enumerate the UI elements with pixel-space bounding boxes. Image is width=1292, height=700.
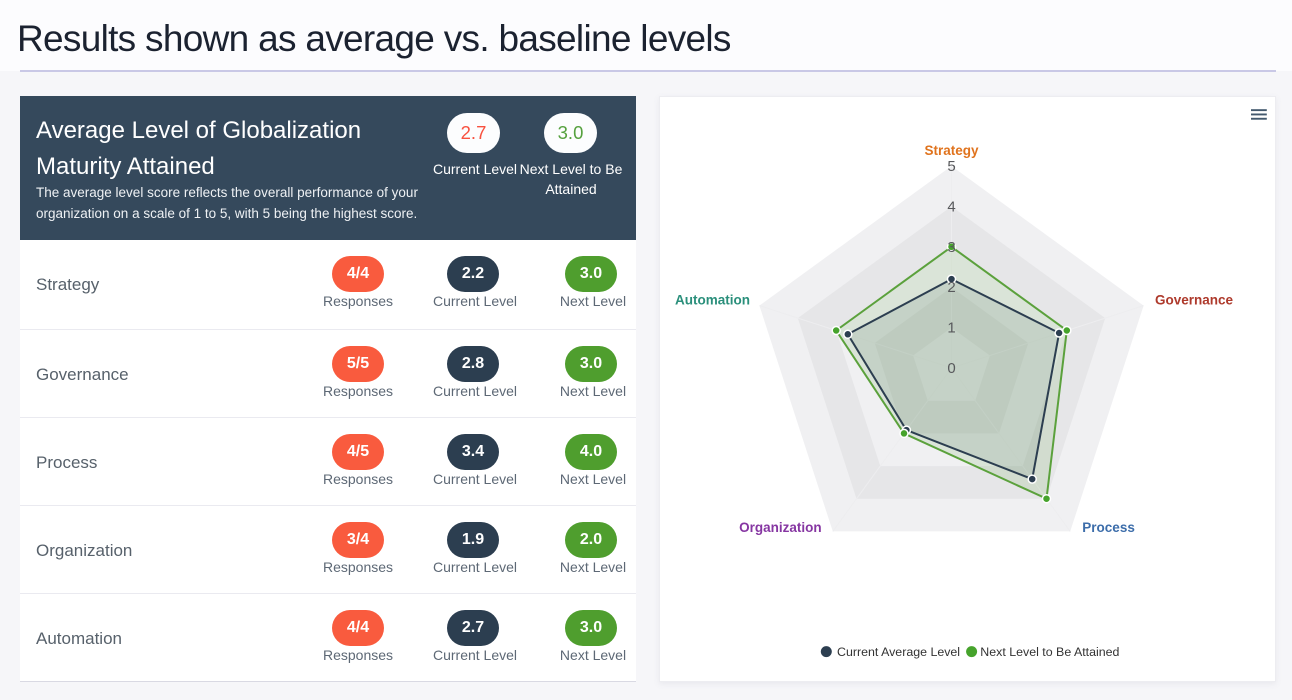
svg-text:5: 5	[947, 158, 955, 175]
svg-text:3: 3	[947, 239, 955, 256]
svg-text:1: 1	[947, 320, 955, 337]
svg-text:Automation: Automation	[675, 293, 750, 308]
svg-text:Next Level to Be Attained: Next Level to Be Attained	[980, 645, 1119, 659]
svg-text:2: 2	[947, 279, 955, 296]
svg-text:Strategy: Strategy	[924, 143, 979, 158]
svg-text:Current Average Level: Current Average Level	[837, 645, 960, 659]
svg-text:4: 4	[947, 198, 955, 215]
svg-text:Process: Process	[1082, 520, 1135, 535]
svg-text:Governance: Governance	[1155, 293, 1234, 308]
svg-text:0: 0	[947, 360, 955, 377]
svg-text:Organization: Organization	[739, 520, 822, 535]
